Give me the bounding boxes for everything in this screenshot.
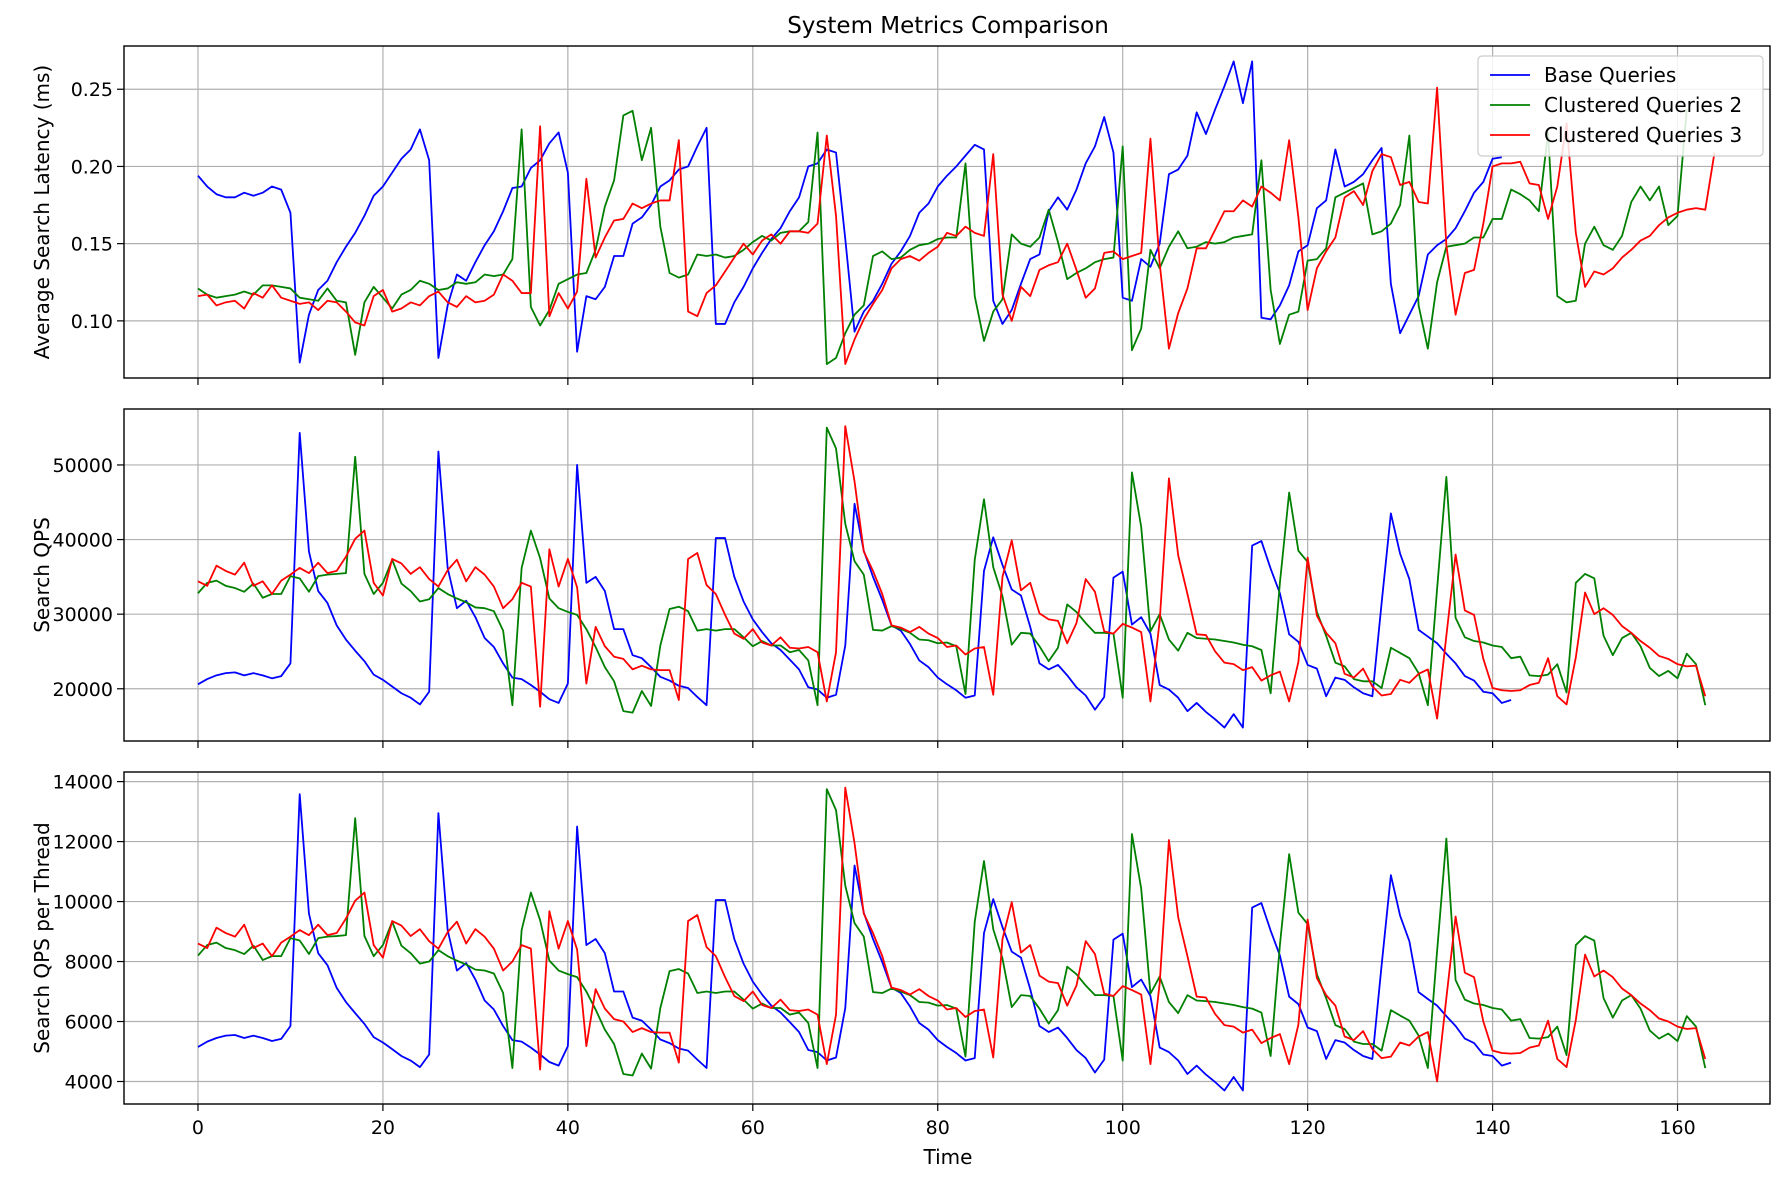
y-tick-label: 0.25: [71, 79, 113, 101]
x-tick-label: 160: [1659, 1117, 1695, 1139]
legend: Base Queries Clustered Queries 2 Clustered…: [1477, 55, 1764, 157]
y-tick-label: 0.10: [71, 311, 113, 333]
y-tick-label: 12000: [53, 832, 113, 854]
x-tick-label: 80: [926, 1117, 950, 1139]
series-line-2: [197, 426, 1707, 714]
x-axis-label: Time: [923, 1145, 973, 1169]
series-line-1: [197, 60, 1502, 364]
series-line-3: [197, 786, 1707, 1083]
legend-box: [1477, 55, 1764, 157]
y-tick-label: 40000: [53, 530, 113, 552]
x-tick-label: 60: [741, 1117, 765, 1139]
x-tick-label: 140: [1474, 1117, 1510, 1139]
y-axis-label: Average Search Latency (ms): [30, 65, 54, 359]
plot-frame: [123, 408, 1771, 742]
x-tick-label: 20: [371, 1117, 395, 1139]
x-tick-label: 120: [1290, 1117, 1326, 1139]
series-line-2: [197, 788, 1707, 1077]
series-line-1: [197, 793, 1512, 1092]
legend-label-1: Base Queries: [1544, 63, 1676, 87]
series-line-3: [197, 425, 1707, 720]
panels-group: 0.10 0.15 0.20 0.25 Average Search Latency (…: [30, 45, 1771, 1139]
series-line-1: [197, 431, 1512, 729]
x-tick-label: 0: [192, 1117, 204, 1139]
chart-title: System Metrics Comparison: [787, 13, 1109, 39]
y-tick-label: 6000: [65, 1012, 113, 1034]
y-tick-label: 8000: [65, 952, 113, 974]
y-tick-label: 30000: [53, 604, 113, 626]
y-tick-label: 4000: [65, 1072, 113, 1094]
series-line-3: [197, 86, 1716, 366]
panel-2: 20000 30000 40000 50000 Search QPS: [30, 408, 1771, 748]
legend-label-3: Clustered Queries 3: [1544, 123, 1742, 147]
legend-label-2: Clustered Queries 2: [1544, 93, 1742, 117]
plot-frame: [123, 771, 1771, 1105]
plot-frame: [123, 45, 1771, 379]
x-tick-label: 100: [1105, 1117, 1141, 1139]
y-tick-label: 0.15: [71, 234, 113, 256]
y-tick-label: 50000: [53, 455, 113, 477]
y-axis-label: Search QPS per Thread: [30, 822, 54, 1053]
y-tick-label: 14000: [53, 772, 113, 794]
y-axis-label: Search QPS: [30, 517, 54, 633]
x-tick-label: 40: [556, 1117, 580, 1139]
panel-1: 0.10 0.15 0.20 0.25 Average Search Latency (…: [30, 45, 1771, 385]
y-tick-label: 20000: [53, 679, 113, 701]
panel-3: 4000 6000 8000 10000 12000 14000 0 20 40 60 80 100 1…: [30, 771, 1771, 1139]
y-tick-label: 10000: [53, 892, 113, 914]
y-tick-label: 0.20: [71, 156, 113, 178]
